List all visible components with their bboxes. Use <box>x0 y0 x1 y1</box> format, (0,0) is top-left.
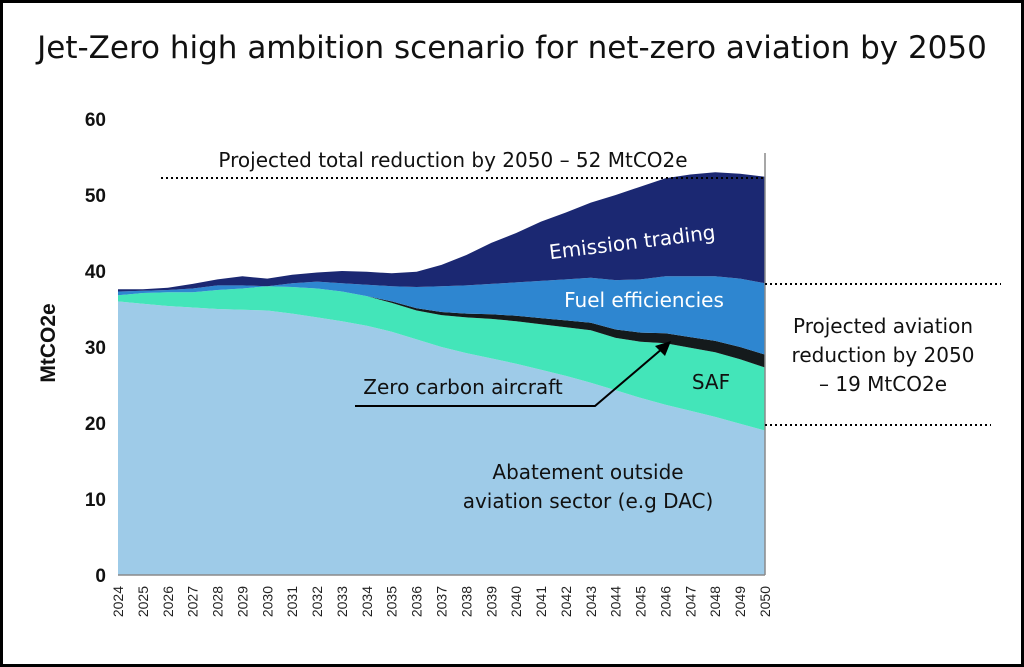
area-series-1 <box>118 286 765 431</box>
x-tick-label: 2035 <box>384 586 400 617</box>
label-abatement-line2: aviation sector (e.g DAC) <box>463 489 714 513</box>
y-axis-ticks: 0 10 20 30 40 50 60 <box>85 110 106 587</box>
x-tick-label: 2036 <box>409 586 425 617</box>
x-tick-label: 2027 <box>185 586 201 617</box>
aviation-reduction-line3: – 19 MtCO2e <box>819 372 947 396</box>
x-tick-label: 2024 <box>110 586 126 617</box>
x-tick-label: 2042 <box>558 586 574 617</box>
x-tick-label: 2041 <box>533 586 549 617</box>
area-series-3 <box>118 276 765 355</box>
x-tick-label: 2039 <box>483 586 499 617</box>
label-zero-carbon-aircraft: Zero carbon aircraft <box>363 375 563 399</box>
chart-canvas: Jet-Zero high ambition scenario for net-… <box>35 30 1001 617</box>
x-tick-label: 2046 <box>658 586 674 617</box>
x-tick-label: 2044 <box>608 586 624 617</box>
total-reduction-annotation: Projected total reduction by 2050 – 52 M… <box>218 148 687 172</box>
x-tick-label: 2048 <box>707 586 723 617</box>
x-axis-ticks: 2024 2025 2026 2027 2028 2029 2030 2031 2032 2033… <box>110 586 773 617</box>
x-tick-label: 2025 <box>135 586 151 617</box>
aviation-reduction-line1: Projected aviation <box>793 314 973 338</box>
y-tick-label: 50 <box>85 186 106 207</box>
x-tick-label: 2026 <box>160 586 176 617</box>
y-tick-label: 10 <box>85 490 106 511</box>
x-tick-label: 2032 <box>309 586 325 617</box>
label-saf: SAF <box>692 370 730 394</box>
y-tick-label: 60 <box>85 110 106 131</box>
zero-carbon-pointer-line <box>355 347 664 407</box>
x-tick-label: 2029 <box>234 586 250 617</box>
x-tick-label: 2047 <box>682 586 698 617</box>
chart-title: Jet-Zero high ambition scenario for net-… <box>35 30 987 66</box>
x-tick-label: 2037 <box>434 586 450 617</box>
label-abatement-line1: Abatement outside <box>492 460 683 484</box>
y-tick-label: 0 <box>95 566 106 587</box>
x-tick-label: 2043 <box>583 586 599 617</box>
x-tick-label: 2033 <box>334 586 350 617</box>
stacked-areas <box>118 172 765 575</box>
x-tick-label: 2040 <box>508 586 524 617</box>
area-series-0 <box>118 301 765 575</box>
y-axis-label: MtCO2e <box>37 303 60 382</box>
x-tick-label: 2030 <box>259 586 275 617</box>
x-tick-label: 2031 <box>284 586 300 617</box>
area-series-4 <box>118 172 765 292</box>
label-fuel-efficiencies: Fuel efficiencies <box>564 288 724 312</box>
aviation-reduction-line2: reduction by 2050 <box>792 343 975 367</box>
x-tick-label: 2038 <box>458 586 474 617</box>
x-tick-label: 2045 <box>633 586 649 617</box>
zero-carbon-pointer-arrowhead <box>655 341 671 356</box>
x-tick-label: 2049 <box>732 586 748 617</box>
y-tick-label: 30 <box>85 338 106 359</box>
y-tick-label: 20 <box>85 414 106 435</box>
x-tick-label: 2050 <box>757 586 773 617</box>
y-tick-label: 40 <box>85 262 106 283</box>
x-tick-label: 2034 <box>359 586 375 617</box>
x-tick-label: 2028 <box>210 586 226 617</box>
